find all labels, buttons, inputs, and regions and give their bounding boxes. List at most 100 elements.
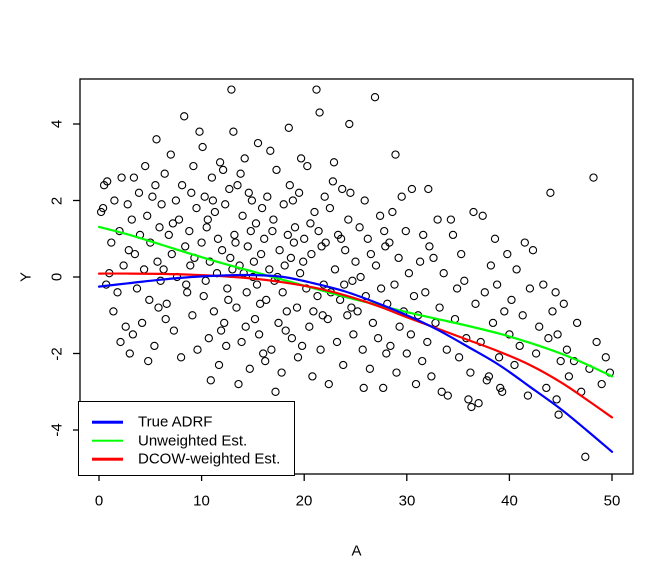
data-point bbox=[255, 299, 265, 308]
data-point bbox=[480, 288, 489, 297]
data-point bbox=[134, 188, 144, 197]
data-point bbox=[124, 246, 133, 255]
data-point bbox=[289, 238, 299, 247]
data-point bbox=[263, 192, 272, 201]
data-point bbox=[548, 307, 557, 316]
data-point bbox=[546, 188, 555, 197]
data-point bbox=[253, 138, 263, 148]
data-point bbox=[241, 322, 250, 331]
data-point bbox=[256, 249, 266, 259]
data-point bbox=[272, 165, 281, 175]
data-point bbox=[240, 154, 249, 163]
data-point bbox=[245, 364, 254, 373]
data-point bbox=[452, 284, 462, 293]
data-point bbox=[285, 181, 294, 190]
data-point bbox=[341, 246, 350, 255]
data-point bbox=[260, 234, 269, 243]
data-point bbox=[238, 211, 247, 220]
data-point bbox=[460, 276, 469, 285]
data-point bbox=[353, 307, 362, 316]
data-point bbox=[339, 360, 348, 370]
data-point bbox=[360, 196, 369, 205]
data-point bbox=[168, 219, 178, 228]
data-point bbox=[356, 272, 365, 282]
data-point bbox=[162, 299, 171, 308]
data-point bbox=[564, 372, 574, 381]
legend-line-true-adrf bbox=[92, 420, 123, 424]
data-point bbox=[159, 265, 168, 274]
data-point bbox=[469, 207, 478, 217]
data-point bbox=[215, 158, 225, 167]
data-point bbox=[109, 307, 118, 316]
y-tick-label-4: 4 bbox=[48, 119, 66, 129]
data-point bbox=[296, 154, 306, 163]
data-point bbox=[520, 238, 529, 247]
data-point bbox=[152, 135, 161, 144]
data-point bbox=[345, 119, 354, 129]
data-point bbox=[189, 161, 198, 171]
data-point bbox=[210, 207, 220, 217]
data-point bbox=[287, 334, 297, 343]
data-point bbox=[380, 226, 389, 236]
data-point bbox=[431, 318, 440, 328]
data-point bbox=[123, 200, 132, 209]
curve-dcow-weighted-est- bbox=[97, 272, 614, 419]
data-point bbox=[306, 219, 315, 228]
data-point bbox=[271, 387, 280, 396]
data-point bbox=[539, 280, 548, 289]
data-point bbox=[308, 372, 317, 381]
data-point bbox=[418, 356, 427, 366]
data-point bbox=[201, 276, 210, 285]
x-tick-label-10: 10 bbox=[193, 492, 210, 510]
x-tick-label-20: 20 bbox=[295, 492, 313, 510]
data-point bbox=[261, 356, 270, 366]
data-point bbox=[182, 280, 191, 289]
data-point bbox=[551, 288, 560, 297]
data-point bbox=[216, 326, 226, 335]
legend-label-dcow: DCOW-weighted Est. bbox=[138, 450, 281, 468]
data-point bbox=[98, 203, 108, 213]
axis-tick-marks bbox=[73, 123, 613, 481]
data-point bbox=[193, 345, 202, 354]
data-point bbox=[248, 272, 258, 282]
data-point bbox=[177, 181, 187, 190]
data-point bbox=[500, 307, 509, 316]
data-point bbox=[321, 238, 330, 247]
data-point bbox=[303, 161, 312, 171]
curve-true-adrf bbox=[97, 273, 614, 453]
data-point bbox=[246, 226, 255, 236]
data-point bbox=[433, 215, 442, 224]
data-point bbox=[343, 311, 352, 320]
data-point bbox=[251, 219, 261, 228]
data-point bbox=[556, 356, 565, 366]
data-point bbox=[443, 391, 452, 400]
data-point bbox=[232, 303, 241, 312]
data-point bbox=[601, 353, 610, 362]
data-point bbox=[554, 410, 563, 419]
data-point bbox=[423, 337, 432, 347]
data-point bbox=[278, 288, 287, 297]
data-point bbox=[370, 93, 380, 102]
data-point bbox=[281, 326, 290, 335]
data-point bbox=[332, 337, 342, 347]
data-point bbox=[169, 326, 179, 335]
data-point bbox=[562, 345, 572, 354]
data-point bbox=[466, 368, 475, 377]
data-point bbox=[269, 215, 278, 224]
data-point bbox=[330, 265, 340, 274]
data-point bbox=[275, 246, 284, 255]
data-point bbox=[429, 253, 438, 263]
data-point bbox=[457, 249, 466, 259]
data-point bbox=[411, 379, 421, 389]
data-point bbox=[293, 353, 303, 362]
data-point bbox=[280, 261, 289, 270]
data-point bbox=[222, 341, 231, 351]
data-point bbox=[96, 207, 106, 217]
data-point bbox=[421, 288, 430, 297]
data-point bbox=[282, 307, 291, 316]
data-point bbox=[195, 127, 204, 136]
data-point bbox=[592, 337, 601, 347]
legend-label-true-adrf: True ADRF bbox=[138, 413, 213, 431]
data-point bbox=[510, 360, 519, 370]
